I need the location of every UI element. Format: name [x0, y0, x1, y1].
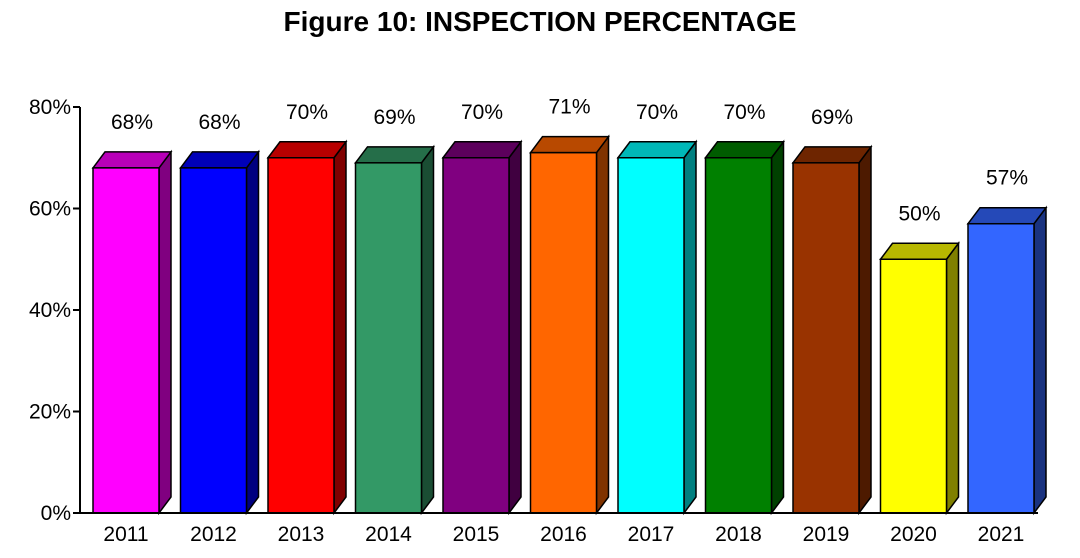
- x-tick-label: 2016: [540, 523, 587, 546]
- x-tick-label: 2017: [628, 523, 675, 546]
- bar-side-face: [508, 139, 522, 516]
- bar-top-face: [91, 151, 173, 169]
- bar-side-face: [1033, 205, 1047, 516]
- data-label: 50%: [898, 202, 940, 225]
- bar-side-face: [333, 139, 347, 516]
- x-tick-label: 2020: [890, 523, 937, 546]
- data-label: 70%: [636, 101, 678, 124]
- y-tick-label: 40%: [29, 299, 71, 322]
- bar-2012: [179, 149, 260, 516]
- bar-front-face: [267, 157, 335, 514]
- bar-2021: [966, 205, 1048, 516]
- data-label: 69%: [373, 106, 415, 129]
- bar-2011: [91, 149, 173, 516]
- bar-front-face: [704, 157, 773, 514]
- bar-side-face: [595, 134, 610, 516]
- bar-front-face: [529, 151, 598, 514]
- chart-title: Figure 10: INSPECTION PERCENTAGE: [283, 6, 797, 37]
- x-tick-label: 2018: [715, 523, 762, 546]
- bar-top-face: [791, 146, 873, 164]
- data-labels: 68% 68% 70% 69% 70% 71% 70% 70% 69% 50% 57%: [111, 96, 1028, 226]
- bar-2018: [704, 139, 785, 516]
- data-label: 69%: [811, 106, 853, 129]
- bar-top-face: [616, 141, 698, 159]
- x-tick-label: 2013: [278, 523, 325, 546]
- bar-top-face: [529, 135, 610, 154]
- bar-2019: [791, 144, 873, 516]
- bar-side-face: [683, 139, 697, 516]
- bar-2013: [266, 139, 348, 516]
- data-label: 57%: [986, 167, 1028, 190]
- bar-top-face: [179, 151, 260, 169]
- bar-top-face: [441, 141, 523, 159]
- bar-top-face: [266, 141, 348, 159]
- x-tick-label: 2012: [190, 523, 237, 546]
- data-label: 70%: [286, 101, 328, 124]
- bar-front-face: [967, 222, 1035, 514]
- bar-top-face: [879, 242, 960, 260]
- bar-side-face: [245, 149, 260, 516]
- bar-side-face: [770, 139, 785, 516]
- data-label: 71%: [548, 96, 590, 119]
- data-label: 68%: [198, 111, 240, 134]
- bar-front-face: [879, 258, 948, 514]
- bar-top-face: [354, 146, 435, 164]
- bar-front-face: [179, 167, 248, 514]
- x-axis: 2011 2012 2013 2014 2015 2016 2017 2018 2019 2020…: [73, 512, 1038, 546]
- bar-2017: [616, 139, 698, 516]
- bar-front-face: [92, 167, 160, 514]
- x-tick-label: 2019: [803, 523, 850, 546]
- bar-front-face: [442, 157, 510, 514]
- data-label: 68%: [111, 111, 153, 134]
- data-label: 70%: [723, 101, 765, 124]
- bar-front-face: [354, 162, 423, 514]
- x-tick-label: 2014: [365, 523, 412, 546]
- bar-2015: [441, 139, 523, 516]
- x-tick-label: 2015: [453, 523, 500, 546]
- data-label: 70%: [461, 101, 503, 124]
- y-tick-label: 60%: [29, 198, 71, 221]
- y-axis: 0% 20% 40% 60% 80%: [29, 96, 81, 525]
- x-tick-label: 2021: [978, 523, 1025, 546]
- x-tick-label: 2011: [103, 523, 148, 546]
- bar-side-face: [420, 144, 435, 516]
- bar-2020: [879, 241, 960, 516]
- y-tick-label: 20%: [29, 401, 71, 424]
- bar-side-face: [945, 241, 960, 516]
- bar-side-face: [858, 144, 872, 516]
- bar-side-face: [158, 149, 172, 516]
- bar-2016: [529, 134, 610, 516]
- bar-top-face: [704, 141, 785, 159]
- y-tick-label: 0%: [41, 502, 71, 525]
- bar-front-face: [617, 157, 685, 514]
- bar-2014: [354, 144, 435, 516]
- bars: [91, 134, 1048, 516]
- bar-top-face: [966, 206, 1048, 225]
- y-tick-label: 80%: [29, 96, 71, 119]
- bar-front-face: [792, 162, 860, 514]
